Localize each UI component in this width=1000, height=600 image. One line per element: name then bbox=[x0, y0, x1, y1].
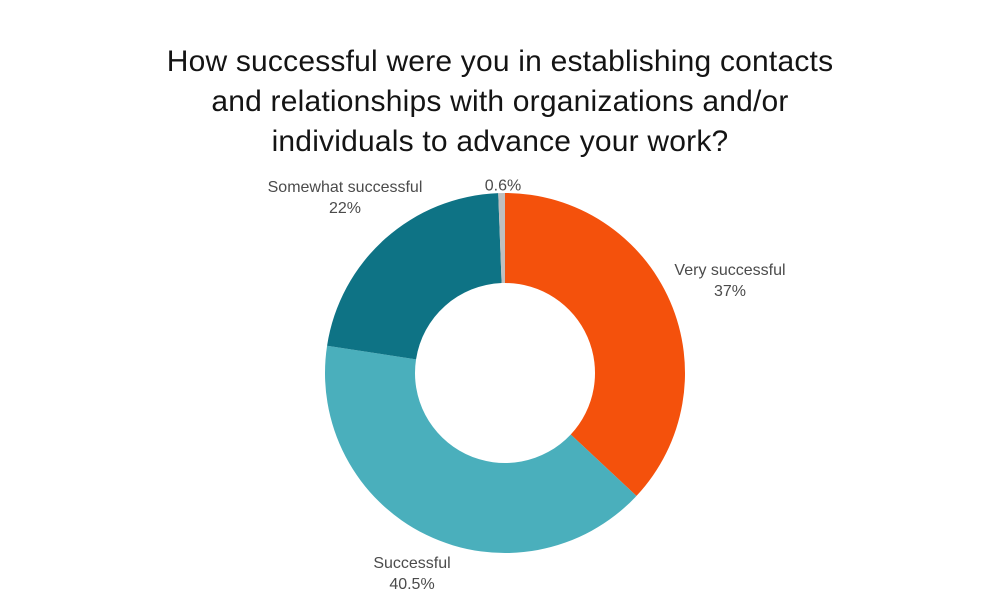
chart-title-line-2: and relationships with organizations and… bbox=[211, 85, 789, 118]
slice-label-successful: Successful 40.5% bbox=[373, 553, 450, 595]
chart-title: How successful were you in establishing … bbox=[0, 42, 1000, 162]
slice-label-somewhat-successful: Somewhat successful 22% bbox=[268, 177, 423, 219]
donut-segment-other[interactable] bbox=[498, 193, 505, 284]
slice-label-value: 40.5% bbox=[389, 576, 435, 593]
donut-segment-somewhat-successful[interactable] bbox=[327, 193, 502, 360]
chart-title-line-1: How successful were you in establishing … bbox=[166, 45, 834, 78]
donut-segment-successful[interactable] bbox=[324, 345, 637, 553]
donut-segment-very-successful[interactable] bbox=[505, 193, 685, 496]
slice-label-value: 22% bbox=[328, 200, 362, 217]
slice-label-text: Somewhat successful bbox=[267, 179, 423, 196]
slice-label-text: Successful bbox=[373, 555, 451, 572]
chart-title-line-3: individuals to advance your work? bbox=[271, 125, 729, 158]
slice-label-value: 37% bbox=[713, 283, 747, 300]
slice-label-tiny-segment: 0.6% bbox=[485, 176, 521, 197]
slice-label-very-successful: Very successful 37% bbox=[674, 260, 785, 302]
slice-label-text: Very successful bbox=[674, 262, 786, 279]
slice-label-value: 0.6% bbox=[484, 177, 522, 195]
